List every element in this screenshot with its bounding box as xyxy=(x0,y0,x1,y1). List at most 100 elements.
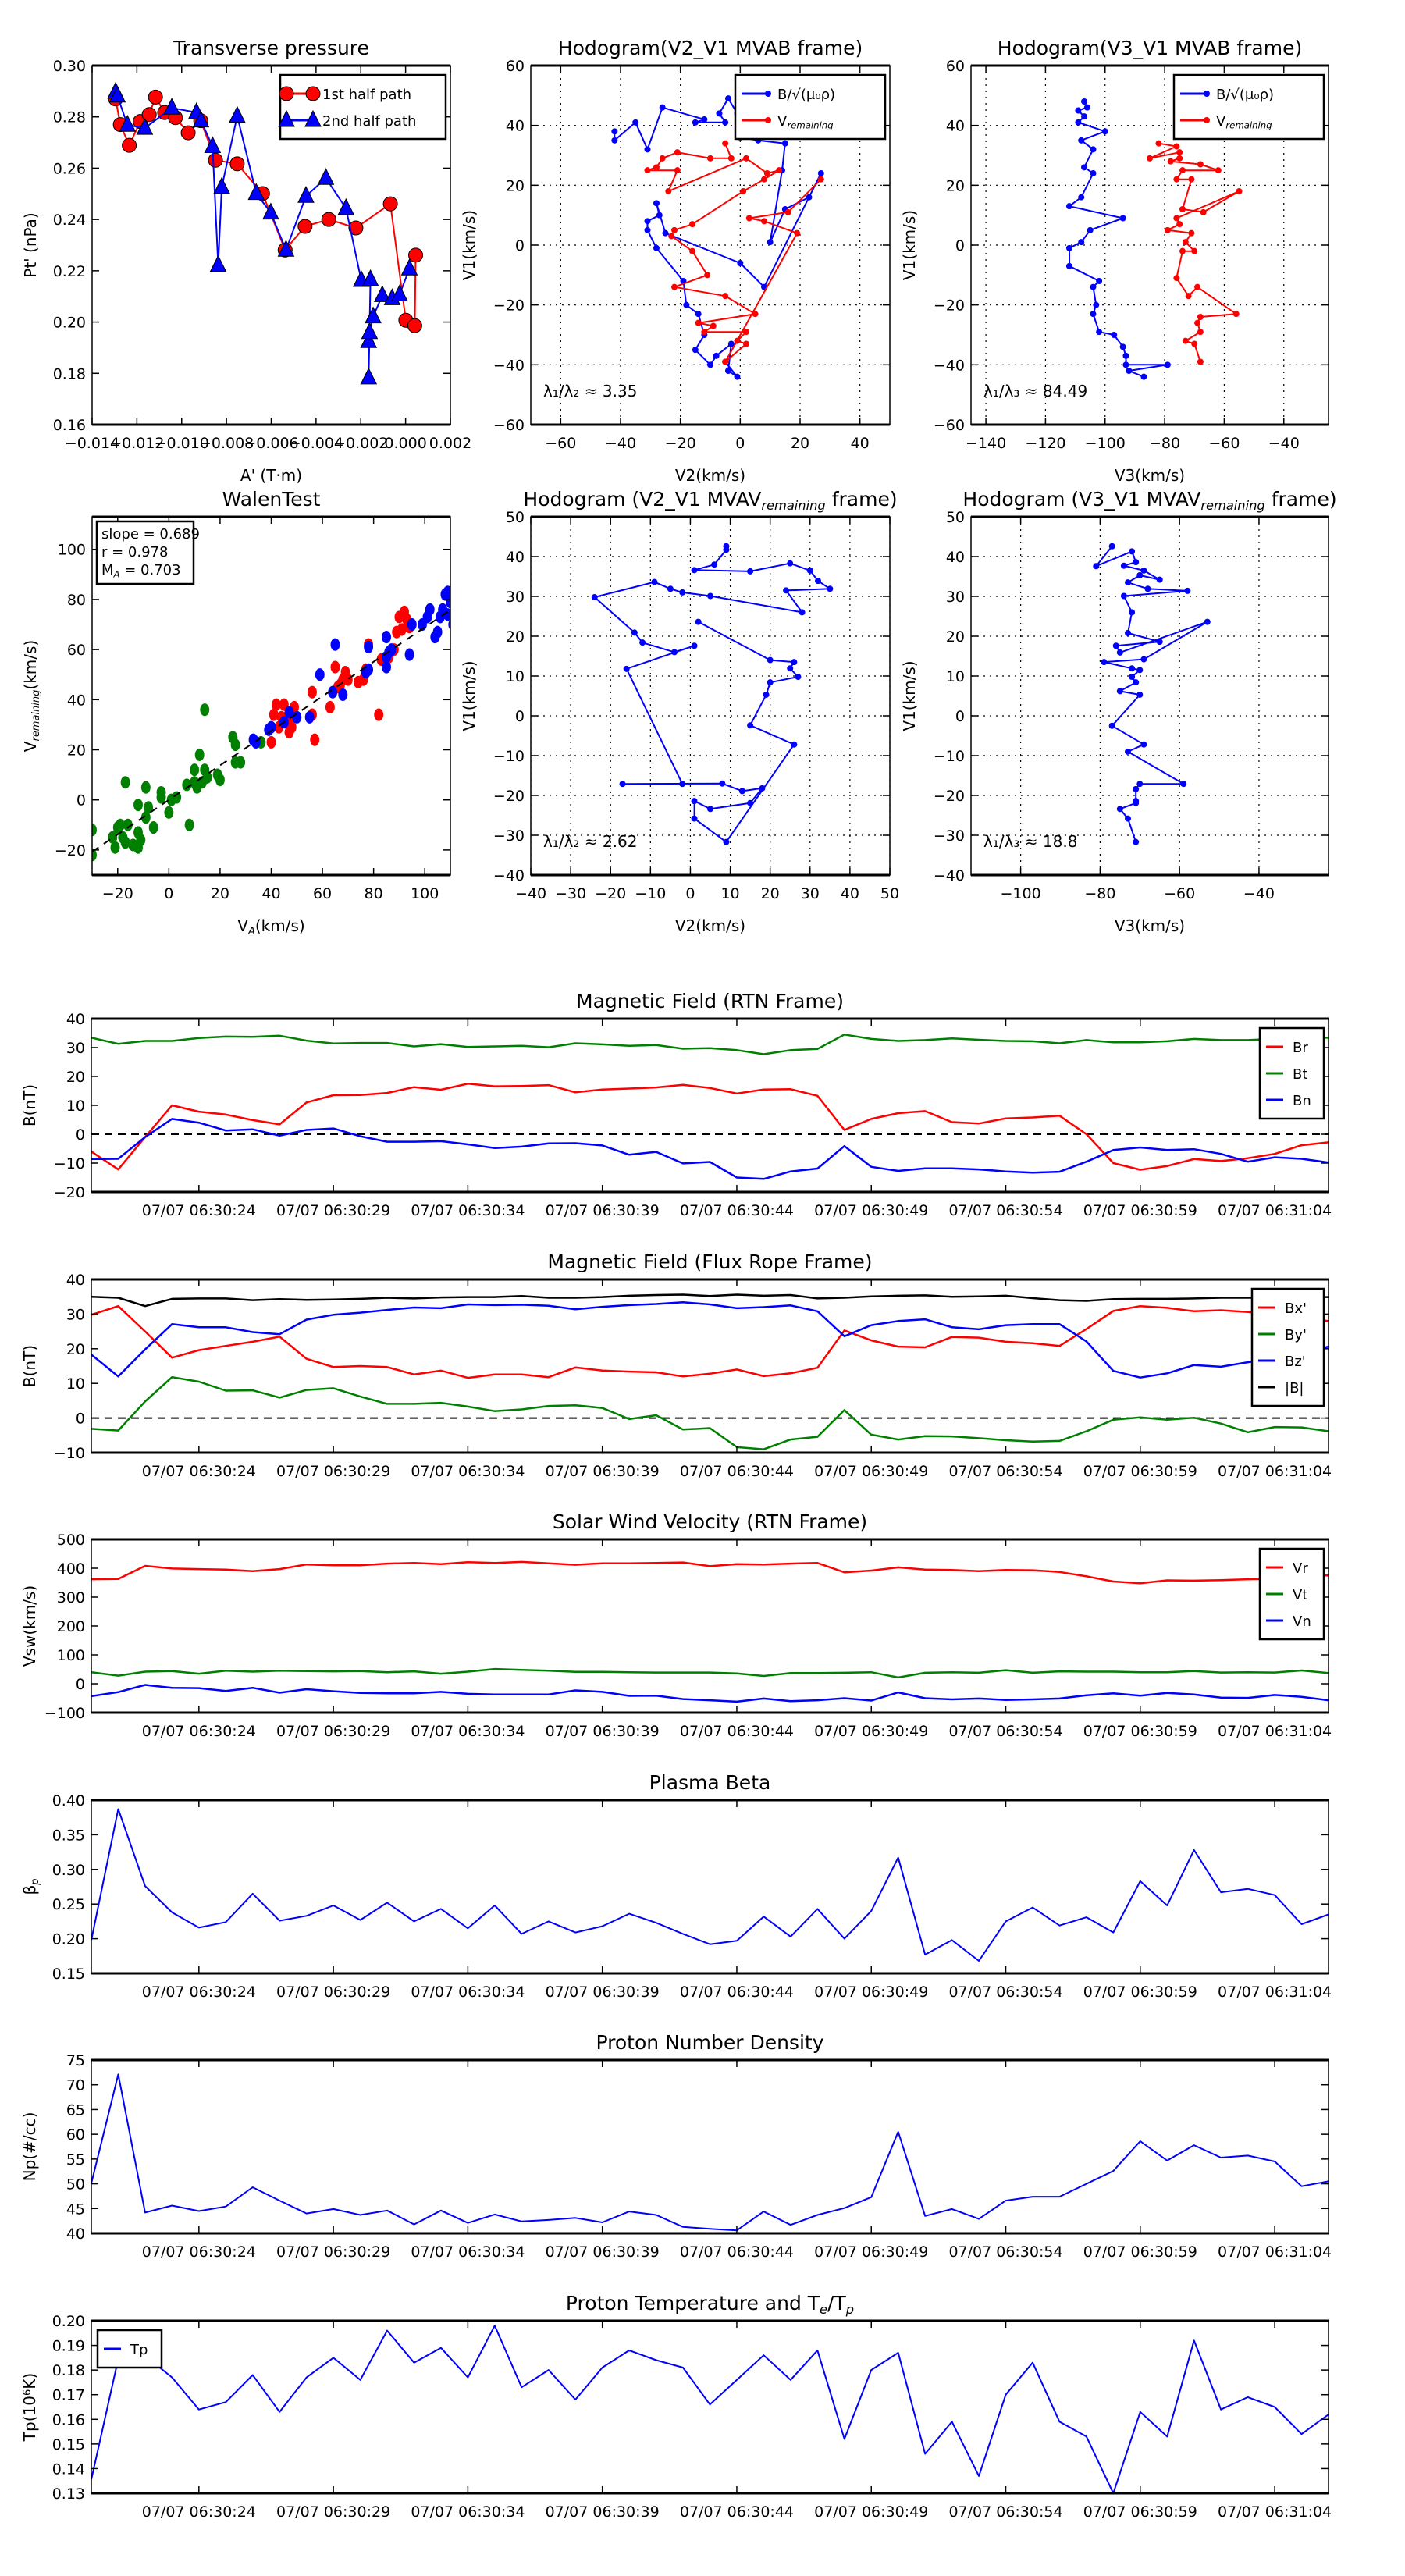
chart-magnetic-field-rtn: 07/07 06:30:24 07/07 06:30:29 07/07 06:30:… xyxy=(20,990,1332,1219)
data-point-blue-group xyxy=(407,617,417,632)
plot-area xyxy=(91,1560,1329,1703)
data-point-1st-half-path xyxy=(229,156,245,172)
legend-label: B/√(μ₀ρ) xyxy=(777,87,835,103)
eigenvalue-ratio-annotation: λ₁/λ₂ ≈ 3.35 xyxy=(543,382,637,400)
data-point-v-remaining xyxy=(689,247,695,254)
y-tick-label: 10 xyxy=(66,1098,85,1115)
x-tick-label: 07/07 06:30:29 xyxy=(276,2243,390,2261)
y-tick-label: 0.25 xyxy=(52,1896,85,1913)
legend-label: Vt xyxy=(1293,1587,1307,1603)
plot-area xyxy=(531,517,890,875)
chart-title: Proton Number Density xyxy=(596,2031,824,2054)
data-point-b xyxy=(727,340,735,347)
data-point-v-remaining xyxy=(1215,167,1222,174)
series-line-vn xyxy=(91,1684,1329,1703)
y-tick-label: 0 xyxy=(76,1126,85,1144)
text-run: Hodogram (V2_V1 MVAV xyxy=(523,488,761,511)
legend: B/√(μ₀ρ) Vremaining xyxy=(1172,73,1325,141)
data-point-b xyxy=(1119,343,1126,350)
data-point-blue-group xyxy=(443,585,450,599)
data-point-2nd-half-path xyxy=(119,115,137,132)
x-tick-label: 07/07 06:30:34 xyxy=(411,1202,525,1219)
legend-entry-tp: Tp xyxy=(104,2342,148,2358)
y-tick-label: 100 xyxy=(57,1647,85,1664)
text-run: M xyxy=(101,562,114,578)
data-point-hodogram-path xyxy=(1133,785,1140,792)
y-tick-label: 60 xyxy=(67,642,86,659)
text-run: V xyxy=(777,113,788,130)
x-tick-label: 50 xyxy=(880,885,899,902)
series-br xyxy=(91,1083,1329,1171)
data-point-v-remaining xyxy=(761,218,767,225)
x-tick-label: −0.004 xyxy=(289,435,343,452)
data-point-v-remaining xyxy=(1173,143,1180,150)
data-point-hodogram-path xyxy=(691,798,698,805)
data-point-1st-half-path xyxy=(208,152,223,168)
series-line-b xyxy=(91,1293,1329,1308)
data-point-green-group xyxy=(172,791,182,804)
legend-entry-bx: Bx' xyxy=(1258,1300,1307,1317)
x-tick-label: 40 xyxy=(261,885,280,902)
eigenvalue-ratio-annotation: λ₁/λ₃ ≈ 84.49 xyxy=(984,382,1087,400)
legend-entry-vr: Vr xyxy=(1266,1560,1308,1577)
data-point-hodogram-path xyxy=(1156,639,1163,646)
series-bx xyxy=(91,1304,1329,1379)
x-axis-label: V3(km/s) xyxy=(1115,466,1185,485)
y-tick-label: 60 xyxy=(506,58,525,75)
x-tick-label: 07/07 06:30:24 xyxy=(142,1202,256,1219)
legend-entry-bt: Bt xyxy=(1266,1066,1307,1083)
data-point-b xyxy=(692,347,699,354)
data-point-hodogram-path xyxy=(1136,781,1144,788)
data-point-b xyxy=(725,95,731,102)
x-tick-label: 07/07 06:30:34 xyxy=(411,1723,525,1740)
data-point-green-group xyxy=(110,841,120,854)
text-run: (km/s) xyxy=(21,640,40,690)
chart-proton-temperature: 07/07 06:30:24 07/07 06:30:29 07/07 06:30:… xyxy=(20,2292,1332,2521)
data-point-2nd-half-path xyxy=(297,186,315,203)
subscript-text: 6 xyxy=(22,2389,34,2396)
data-point-hodogram-path xyxy=(1140,567,1147,574)
data-point-b xyxy=(644,226,651,233)
x-tick-label: 07/07 06:30:39 xyxy=(546,2503,660,2521)
data-point-blue-group xyxy=(443,608,450,621)
data-point-hodogram-path xyxy=(619,781,626,788)
series-vt xyxy=(91,1667,1329,1679)
data-point-v-remaining xyxy=(1197,358,1204,365)
y-tick-label: 0.35 xyxy=(52,1827,85,1844)
x-tick-label: 07/07 06:30:34 xyxy=(411,1463,525,1480)
data-point-b xyxy=(1122,361,1129,368)
x-axis-label: V2(km/s) xyxy=(675,466,745,485)
x-tick-label: −120 xyxy=(1025,435,1065,452)
data-point-1st-half-path xyxy=(297,219,313,234)
data-point-hodogram-path xyxy=(1136,571,1144,578)
chart-title: Proton Temperature and Te/Tp xyxy=(566,2292,854,2317)
stats-box-frame xyxy=(95,520,195,585)
plot-area xyxy=(91,1808,1329,1962)
x-tick-label: 07/07 06:30:54 xyxy=(948,1723,1062,1740)
x-tick-label: 07/07 06:31:04 xyxy=(1218,1463,1332,1480)
legend-marker xyxy=(305,86,321,101)
legend-marker xyxy=(1204,91,1210,97)
y-tick-label: 300 xyxy=(57,1589,85,1606)
data-point-2nd-half-path xyxy=(360,367,378,385)
data-point-blue-group xyxy=(328,685,338,699)
x-tick-label: 07/07 06:30:49 xyxy=(814,1463,928,1480)
data-point-1st-half-path xyxy=(407,318,422,333)
legend: B/√(μ₀ρ) Vremaining xyxy=(734,73,887,141)
data-point-hodogram-path xyxy=(1129,674,1136,681)
data-point-v-remaining xyxy=(707,155,713,162)
data-point-hodogram-path xyxy=(1136,691,1144,698)
x-tick-label: 07/07 06:30:59 xyxy=(1083,1202,1197,1219)
text-run: Tp(10 xyxy=(20,2396,39,2442)
data-point-hodogram-path xyxy=(795,674,802,681)
x-tick-label: 07/07 06:30:44 xyxy=(680,2243,794,2261)
data-point-b xyxy=(632,119,639,126)
stats-line: MA = 0.703 xyxy=(101,562,181,580)
x-tick-label: 07/07 06:30:39 xyxy=(546,1463,660,1480)
y-tick-label: −10 xyxy=(54,1155,85,1172)
y-tick-label: 10 xyxy=(506,668,525,685)
stats-line: slope = 0.689 xyxy=(101,526,200,543)
data-point-hodogram-path xyxy=(738,788,745,795)
x-tick-label: 07/07 06:30:49 xyxy=(814,1202,928,1219)
legend-box xyxy=(734,73,887,141)
